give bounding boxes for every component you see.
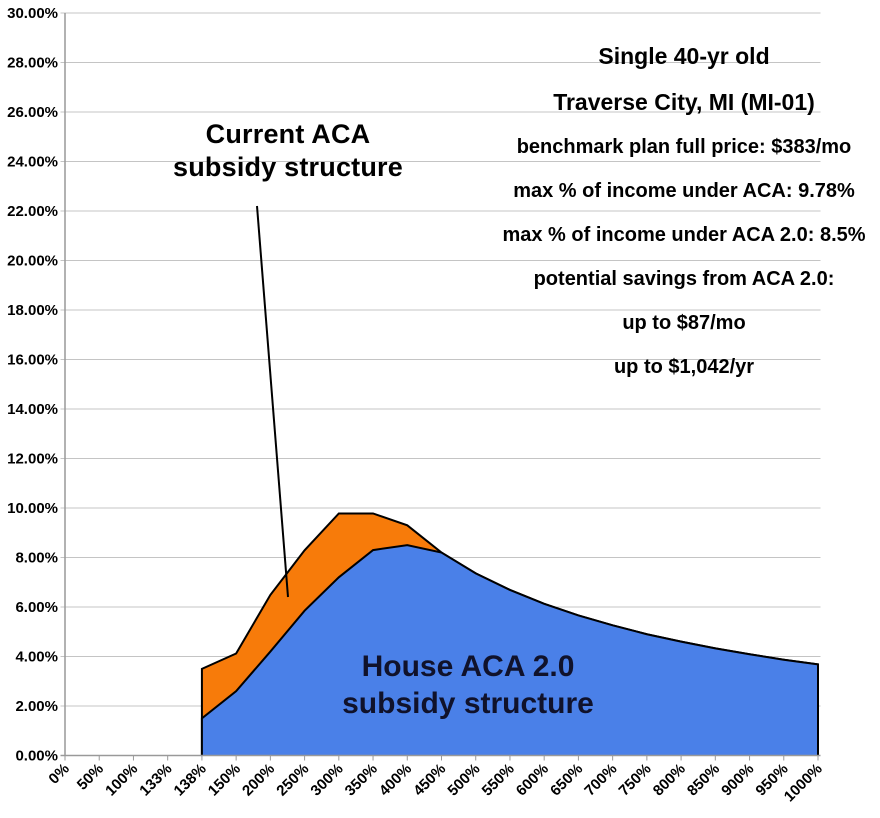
x-axis-tick-label: 100% bbox=[102, 760, 141, 799]
y-axis-tick-label: 18.00% bbox=[7, 302, 58, 319]
x-axis-tick-label: 750% bbox=[616, 760, 655, 799]
y-axis-tick-label: 16.00% bbox=[7, 352, 58, 369]
y-axis-tick-label: 2.00% bbox=[15, 698, 58, 715]
info-box-title-line: Single 40-yr old bbox=[598, 43, 770, 69]
x-axis-tick-label: 700% bbox=[581, 760, 620, 799]
y-axis-tick-label: 28.00% bbox=[7, 55, 58, 72]
x-axis-tick-label: 650% bbox=[547, 760, 586, 799]
info-box-title-line: Traverse City, MI (MI-01) bbox=[553, 89, 815, 115]
info-box-detail-line: potential savings from ACA 2.0: bbox=[533, 268, 835, 290]
x-axis-tick-label: 138% bbox=[171, 760, 210, 799]
x-axis-tick-label: 400% bbox=[376, 760, 415, 799]
x-axis-tick-label: 850% bbox=[684, 760, 723, 799]
house-aca-area-outline bbox=[200, 544, 819, 756]
x-axis-tick-label: 133% bbox=[136, 760, 175, 799]
x-axis-tick-label: 800% bbox=[650, 760, 689, 799]
y-axis-tick-label: 12.00% bbox=[7, 451, 58, 468]
y-axis-tick-label: 8.00% bbox=[15, 550, 58, 567]
x-axis-tick-label: 150% bbox=[205, 760, 244, 799]
y-axis-tick-label: 0.00% bbox=[15, 748, 58, 765]
y-axis-tick-label: 22.00% bbox=[7, 203, 58, 220]
y-axis-tick-label: 6.00% bbox=[15, 599, 58, 616]
house-aca-area bbox=[201, 545, 819, 756]
info-box-detail-line: up to $87/mo bbox=[622, 312, 746, 334]
scenario-info-box: Single 40-yr old Traverse City, MI (MI-0… bbox=[464, 24, 880, 398]
y-axis-tick-label: 24.00% bbox=[7, 154, 58, 171]
info-box-detail-line: max % of income under ACA 2.0: 8.5% bbox=[502, 224, 866, 246]
x-axis-tick-label: 550% bbox=[479, 760, 518, 799]
callout-line bbox=[256, 205, 289, 598]
current-aca-callout-label: Current ACA subsidy structure bbox=[173, 119, 403, 182]
info-box-detail-line: benchmark plan full price: $383/mo bbox=[516, 136, 852, 158]
y-axis-tick-label: 10.00% bbox=[7, 500, 58, 517]
info-box-detail-line: up to $1,042/yr bbox=[613, 356, 755, 378]
house-aca-label: House ACA 2.0 subsidy structure bbox=[342, 650, 594, 720]
x-axis-tick-label: 350% bbox=[342, 760, 381, 799]
x-axis-tick-label: 250% bbox=[273, 760, 312, 799]
y-axis-tick-label: 14.00% bbox=[7, 401, 58, 418]
x-axis-tick-label: 300% bbox=[307, 760, 346, 799]
y-axis-tick-label: 20.00% bbox=[7, 253, 58, 270]
x-axis-tick-label: 200% bbox=[239, 760, 278, 799]
x-axis-tick-label: 500% bbox=[444, 760, 483, 799]
info-box-detail-line: max % of income under ACA: 9.78% bbox=[513, 180, 855, 202]
x-axis-tick-label: 450% bbox=[410, 760, 449, 799]
y-axis-tick-label: 26.00% bbox=[7, 104, 58, 121]
x-axis-tick-label: 600% bbox=[513, 760, 552, 799]
y-axis-tick-label: 30.00% bbox=[7, 5, 58, 22]
x-axis-tick-label: 900% bbox=[718, 760, 757, 799]
x-axis-tick-label: 1000% bbox=[781, 760, 826, 805]
y-axis-tick-label: 4.00% bbox=[15, 649, 58, 666]
